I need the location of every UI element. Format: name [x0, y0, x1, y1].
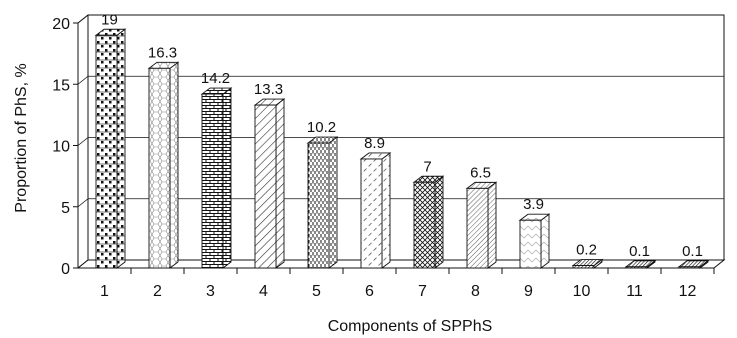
bar — [467, 182, 496, 268]
bar — [520, 214, 549, 268]
x-tick-label: 6 — [365, 283, 374, 300]
bar-side — [382, 153, 390, 268]
bar — [255, 99, 284, 268]
y-tick-label: 5 — [61, 200, 70, 217]
x-tick-label: 9 — [524, 283, 533, 300]
bar-side — [276, 99, 284, 268]
bar — [361, 153, 390, 268]
x-tick-label: 1 — [100, 283, 109, 300]
x-tick-label: 10 — [573, 283, 591, 300]
data-label: 14.2 — [201, 70, 230, 87]
x-tick-label: 4 — [259, 283, 268, 300]
x-axis-title: Components of SPPhS — [328, 318, 493, 335]
y-tick-label: 20 — [52, 16, 70, 33]
bar-front — [626, 267, 647, 268]
x-tick-label: 11 — [626, 283, 643, 300]
bar-side — [435, 176, 443, 268]
bar — [573, 260, 602, 268]
x-tick-label: 7 — [418, 283, 427, 300]
x-tick-label: 8 — [471, 283, 480, 300]
data-label: 16.3 — [148, 44, 177, 61]
bar-side — [488, 182, 496, 268]
bar-side — [541, 214, 549, 268]
bar-front — [414, 182, 435, 268]
data-label: 0.1 — [629, 243, 650, 260]
data-label: 13.3 — [254, 81, 283, 98]
bar-side — [117, 29, 125, 268]
bar-top — [679, 261, 708, 267]
bar-front — [520, 220, 541, 268]
gridline-depth — [78, 138, 88, 146]
bar-side — [329, 137, 337, 268]
bar-side — [223, 88, 231, 268]
x-tick-label: 5 — [312, 283, 321, 300]
bars — [96, 29, 708, 268]
bar-top — [626, 261, 655, 267]
bar-front — [679, 267, 700, 268]
data-label: 8.9 — [364, 135, 385, 152]
gridline-depth — [78, 76, 88, 84]
y-axis-title: Proportion of PhS, % — [13, 63, 30, 212]
data-label: 10.2 — [307, 119, 336, 136]
data-label: 7 — [423, 158, 431, 175]
x-tick-label: 2 — [153, 283, 162, 300]
bar-front — [308, 143, 329, 268]
bar-side — [170, 62, 178, 268]
bar-front — [467, 188, 488, 268]
bar — [96, 29, 125, 268]
bar — [626, 261, 655, 268]
x-tick-label: 12 — [679, 283, 697, 300]
bar-front — [573, 266, 594, 268]
data-labels: 19 16.3 14.2 13.3 10.2 8.9 7 6.5 3.9 0.2 0.1 0.1 — [101, 11, 703, 260]
y-tick-label: 15 — [52, 77, 70, 94]
bar — [308, 137, 337, 268]
data-label: 3.9 — [523, 196, 544, 213]
data-label: 19 — [101, 11, 118, 28]
bar-front — [149, 68, 170, 268]
data-label: 0.2 — [576, 242, 597, 259]
data-label: 6.5 — [470, 164, 491, 181]
bar — [414, 176, 443, 268]
bar-front — [202, 94, 223, 268]
bar — [679, 261, 708, 268]
bar — [202, 88, 231, 268]
y-tick-label: 10 — [52, 139, 70, 156]
bar-front — [255, 105, 276, 268]
y-axis-top-depth — [78, 15, 88, 23]
x-tick-label: 3 — [206, 283, 215, 300]
data-label: 0.1 — [682, 243, 703, 260]
bar-front — [361, 159, 382, 268]
gridline-depth — [78, 199, 88, 207]
bar-front — [96, 35, 117, 268]
y-tick-label: 0 — [61, 261, 70, 278]
bar — [149, 62, 178, 268]
